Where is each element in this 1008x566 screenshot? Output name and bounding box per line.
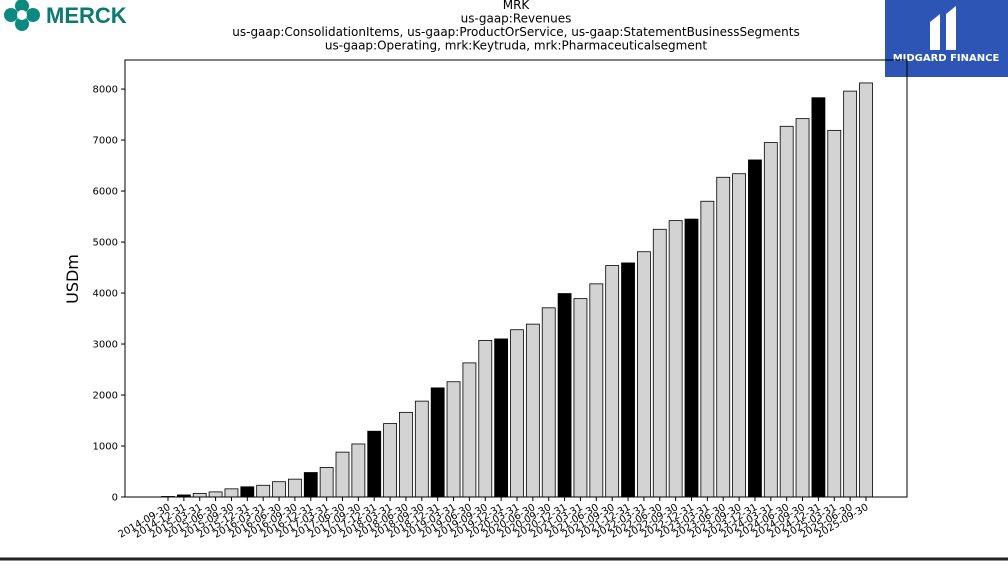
bar <box>763 142 778 498</box>
y-tick-label: 0 <box>112 493 118 504</box>
bar <box>700 200 715 498</box>
bar <box>256 484 271 498</box>
bar <box>319 467 334 498</box>
chart-title: MRK <box>503 0 531 12</box>
bar <box>779 125 794 498</box>
bar <box>859 82 873 498</box>
chart-title: us-gaap:ConsolidationItems, us-gaap:Prod… <box>232 25 800 39</box>
bar <box>430 387 445 498</box>
bar <box>367 430 382 498</box>
bar <box>335 451 350 498</box>
midgard-logo: MIDGARD FINANCE <box>885 0 1008 77</box>
logo-dot <box>4 8 18 22</box>
bar <box>827 129 842 498</box>
y-tick-label: 5000 <box>93 238 118 249</box>
bar <box>510 329 524 498</box>
logo-icon <box>930 6 956 50</box>
bar <box>573 298 588 498</box>
bar <box>748 159 762 498</box>
y-tick-label: 1000 <box>93 442 118 453</box>
bar <box>494 338 509 498</box>
y-tick-label: 2000 <box>93 391 118 402</box>
merck-logo: MERCK <box>4 0 127 31</box>
y-axis-label: USDm <box>63 254 82 304</box>
y-tick-label: 4000 <box>93 289 118 300</box>
logo-dot <box>15 0 29 13</box>
bar <box>525 323 540 498</box>
bar <box>605 265 620 498</box>
bar <box>716 176 731 498</box>
bar <box>288 478 302 498</box>
bar <box>351 443 366 498</box>
bar <box>208 491 223 498</box>
bar <box>811 97 826 498</box>
bar <box>732 173 746 498</box>
bar <box>303 472 318 498</box>
y-tick-label: 6000 <box>93 187 118 198</box>
bar <box>684 218 699 498</box>
y-tick-label: 3000 <box>93 340 118 351</box>
bar <box>192 493 207 498</box>
logo-text: MERCK <box>46 3 127 28</box>
bar <box>557 293 572 498</box>
bar <box>240 486 255 498</box>
bar <box>637 251 651 498</box>
bar <box>541 307 556 498</box>
logo-dot <box>15 17 29 31</box>
logo-dot <box>17 10 27 20</box>
bar <box>478 340 493 498</box>
bar <box>446 381 461 498</box>
bar <box>795 118 810 498</box>
bar <box>621 262 635 498</box>
logo-text: MIDGARD FINANCE <box>893 53 1000 64</box>
chart-title: us-gaap:Revenues <box>461 12 572 26</box>
bar <box>399 411 413 498</box>
bar <box>462 362 477 498</box>
bar <box>383 423 397 498</box>
chart: MRKus-gaap:Revenuesus-gaap:Consolidation… <box>63 0 908 541</box>
logo-dot <box>26 8 40 22</box>
bar <box>668 220 683 498</box>
bar <box>589 283 604 498</box>
bar <box>272 481 286 498</box>
y-tick-label: 7000 <box>93 136 118 147</box>
bar <box>843 90 858 498</box>
bar <box>414 400 429 498</box>
bar <box>224 488 239 498</box>
y-tick-label: 8000 <box>93 85 118 96</box>
plot-frame <box>124 59 908 498</box>
chart-title: us-gaap:Operating, mrk:Keytruda, mrk:Pha… <box>325 39 707 53</box>
bar <box>652 228 667 498</box>
